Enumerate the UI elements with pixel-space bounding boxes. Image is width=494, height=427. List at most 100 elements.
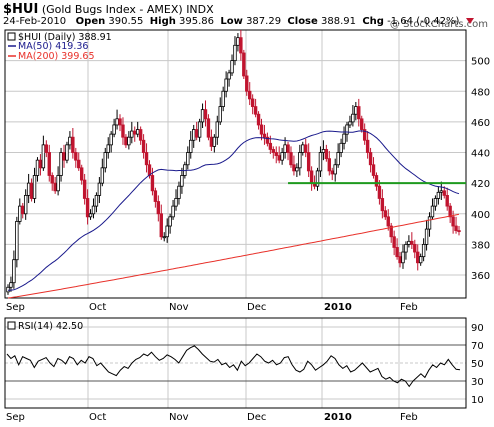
candle-body	[71, 136, 75, 153]
candle-body	[56, 175, 60, 192]
price-legend-label: $HUI (Daily) 388.91	[18, 32, 112, 43]
candle-body	[253, 106, 258, 115]
candle-body	[248, 90, 252, 100]
candle-body	[298, 152, 302, 169]
candle-body	[304, 144, 308, 153]
rsi-line	[6, 345, 461, 388]
rsi-legend-swatch	[7, 321, 16, 330]
candle-body	[268, 142, 273, 150]
candle-body	[362, 129, 367, 141]
candle-body	[357, 106, 361, 120]
ma200-line	[7, 213, 460, 299]
candle-body	[88, 213, 93, 218]
candle-body	[97, 182, 102, 196]
candle-body	[283, 144, 287, 153]
candle-body	[68, 136, 72, 146]
candle-body	[327, 158, 332, 172]
candle-body	[35, 159, 40, 176]
candle-body	[127, 136, 131, 146]
rsi-ytick-label: 30	[471, 377, 484, 388]
candle-body	[230, 60, 234, 74]
candle-body	[192, 129, 196, 141]
price-ytick-label: 380	[471, 240, 490, 251]
ma50-legend-label: MA(50) 419.36	[18, 41, 88, 52]
candle-body	[445, 194, 449, 207]
price-ytick-label: 500	[471, 57, 490, 68]
price-frame	[4, 29, 467, 299]
candle-body	[59, 152, 63, 176]
candle-body	[133, 130, 137, 135]
candle-body	[138, 129, 143, 141]
candle-body	[301, 144, 305, 153]
candle-body	[23, 194, 28, 215]
candle-body	[324, 149, 329, 160]
candle-body	[32, 175, 37, 199]
candle-body	[404, 243, 408, 253]
candle-body	[233, 44, 237, 62]
candle-body	[389, 225, 393, 238]
candle-body	[12, 259, 16, 284]
candle-body	[9, 282, 13, 288]
high-label: High	[149, 16, 176, 27]
candle-body	[360, 118, 364, 130]
candle-body	[29, 182, 34, 199]
candle-body	[421, 243, 426, 258]
candle-body	[410, 240, 414, 245]
candle-body	[168, 216, 172, 227]
candle-body	[439, 190, 444, 193]
rsi-xtick-label: Sep	[6, 412, 25, 423]
price-xtick-label: Oct	[89, 302, 106, 313]
candle-body	[351, 113, 355, 123]
quote-date: 24-Feb-2010	[3, 16, 67, 27]
rsi-ytick-label: 90	[471, 323, 484, 334]
candle-body	[374, 175, 379, 187]
candle-body	[377, 185, 382, 199]
candle-body	[82, 179, 87, 199]
chg-value: -1.64 (-0.42%)	[387, 16, 460, 27]
candle-body	[418, 256, 423, 264]
quote-line: 24-Feb-2010 Open 390.55 High 395.86 Low …	[3, 16, 474, 27]
rsi-frame	[4, 317, 467, 409]
candle-body	[141, 139, 146, 153]
candle-body	[200, 109, 205, 123]
candle-body	[212, 136, 217, 147]
symbol: $HUI	[3, 2, 39, 17]
candle-body	[124, 136, 128, 146]
candle-body	[41, 144, 46, 169]
candle-body	[206, 118, 211, 138]
candle-body	[265, 136, 270, 144]
candle-body	[336, 152, 340, 166]
rsi-xtick-label: Nov	[169, 412, 189, 423]
candle-body	[309, 170, 314, 184]
candle-body	[106, 144, 110, 153]
close-label: Close	[287, 16, 318, 27]
candle-body	[109, 133, 113, 146]
candle-body	[165, 225, 169, 238]
candle-body	[256, 113, 261, 126]
candle-body	[330, 170, 334, 175]
rsi-xtick-label: 2010	[324, 412, 352, 423]
chg-label: Chg	[362, 16, 384, 27]
candle-body	[430, 205, 435, 218]
candles	[6, 30, 461, 295]
candle-body	[395, 247, 399, 258]
price-xtick-label: Dec	[247, 302, 266, 313]
candle-body	[77, 159, 81, 169]
high-value: 395.86	[179, 16, 215, 27]
candle-body	[245, 75, 249, 92]
candle-body	[345, 124, 349, 135]
price-legend-swatch	[7, 32, 16, 41]
price-ytick-label: 460	[471, 118, 490, 129]
candle-body	[144, 152, 149, 166]
candle-body	[227, 72, 231, 80]
candle-body	[371, 164, 376, 176]
candle-body	[62, 152, 66, 161]
candle-body	[280, 152, 284, 161]
candle-body	[454, 225, 458, 232]
candle-body	[194, 129, 199, 138]
price-panel: 360 380 400 420 440 460 480 500 $HUI (Daily) 388…	[4, 29, 490, 313]
candle-body	[21, 205, 25, 215]
candle-body	[292, 164, 296, 172]
